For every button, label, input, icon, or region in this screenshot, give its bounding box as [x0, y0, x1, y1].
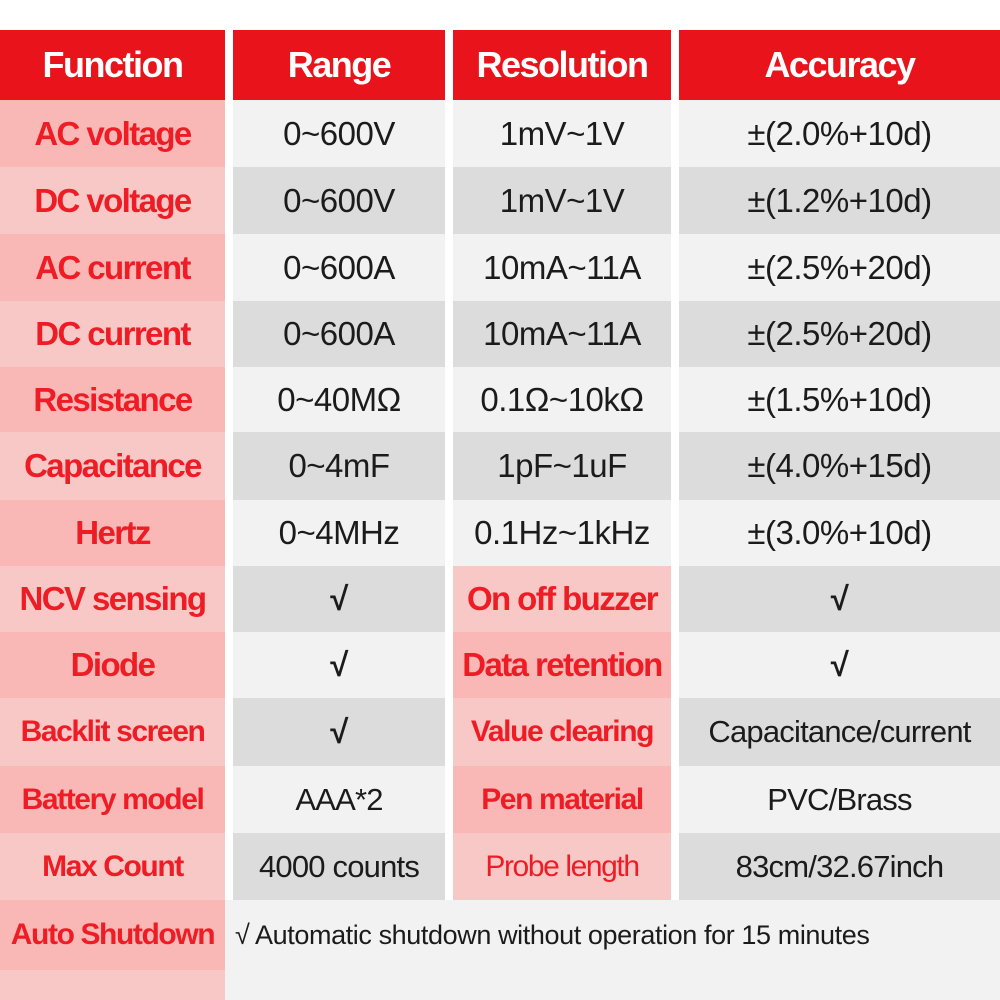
accuracy-value: ±(2.0%+10d) [679, 100, 1000, 167]
accuracy-value: ±(1.2%+10d) [679, 167, 1000, 234]
function-label: Hertz [0, 500, 225, 566]
range-value: 0~4MHz [233, 500, 445, 566]
resolution-value: 1mV~1V [453, 100, 671, 167]
feature-value-2: √ [679, 632, 1000, 698]
feature-value: √ [233, 698, 445, 766]
feature-value-2: Capacitance/current [679, 698, 1000, 766]
range-value: 0~4mF [233, 432, 445, 500]
function-label: AC current [0, 234, 225, 301]
bottom-strip-right [225, 970, 1000, 1000]
header-function: Function [0, 30, 225, 100]
resolution-value: 1pF~1uF [453, 432, 671, 500]
range-value: 0~40MΩ [233, 367, 445, 432]
feature-label-2: Value clearing [453, 698, 671, 766]
resolution-value: 0.1Hz~1kHz [453, 500, 671, 566]
feature-label-2: Probe length [453, 833, 671, 900]
function-label: DC current [0, 301, 225, 367]
feature-label: Max Count [0, 833, 225, 900]
function-label: Resistance [0, 367, 225, 432]
header-resolution: Resolution [453, 30, 671, 100]
resolution-value: 10mA~11A [453, 301, 671, 367]
range-value: 0~600A [233, 301, 445, 367]
feature-value: √ [233, 632, 445, 698]
feature-label-2: Data retention [453, 632, 671, 698]
accuracy-value: ±(2.5%+20d) [679, 234, 1000, 301]
feature-value-2: 83cm/32.67inch [679, 833, 1000, 900]
auto-shutdown-label: Auto Shutdown [0, 900, 225, 970]
feature-value: √ [233, 566, 445, 632]
function-label: Capacitance [0, 432, 225, 500]
accuracy-value: ±(2.5%+20d) [679, 301, 1000, 367]
feature-label: Battery model [0, 766, 225, 833]
feature-value: 4000 counts [233, 833, 445, 900]
accuracy-value: ±(3.0%+10d) [679, 500, 1000, 566]
resolution-value: 10mA~11A [453, 234, 671, 301]
function-label: AC voltage [0, 100, 225, 167]
resolution-value: 0.1Ω~10kΩ [453, 367, 671, 432]
feature-value-2: √ [679, 566, 1000, 632]
accuracy-value: ±(4.0%+15d) [679, 432, 1000, 500]
header-accuracy: Accuracy [679, 30, 1000, 100]
feature-label: NCV sensing [0, 566, 225, 632]
bottom-strip [0, 970, 225, 1000]
accuracy-value: ±(1.5%+10d) [679, 367, 1000, 432]
resolution-value: 1mV~1V [453, 167, 671, 234]
header-range: Range [233, 30, 445, 100]
range-value: 0~600V [233, 167, 445, 234]
auto-shutdown-value: √ Automatic shutdown without operation f… [225, 900, 1000, 970]
function-label: DC voltage [0, 167, 225, 234]
feature-value-2: PVC/Brass [679, 766, 1000, 833]
feature-label-2: On off buzzer [453, 566, 671, 632]
feature-label: Diode [0, 632, 225, 698]
feature-label-2: Pen material [453, 766, 671, 833]
range-value: 0~600V [233, 100, 445, 167]
feature-label: Backlit screen [0, 698, 225, 766]
range-value: 0~600A [233, 234, 445, 301]
feature-value: AAA*2 [233, 766, 445, 833]
